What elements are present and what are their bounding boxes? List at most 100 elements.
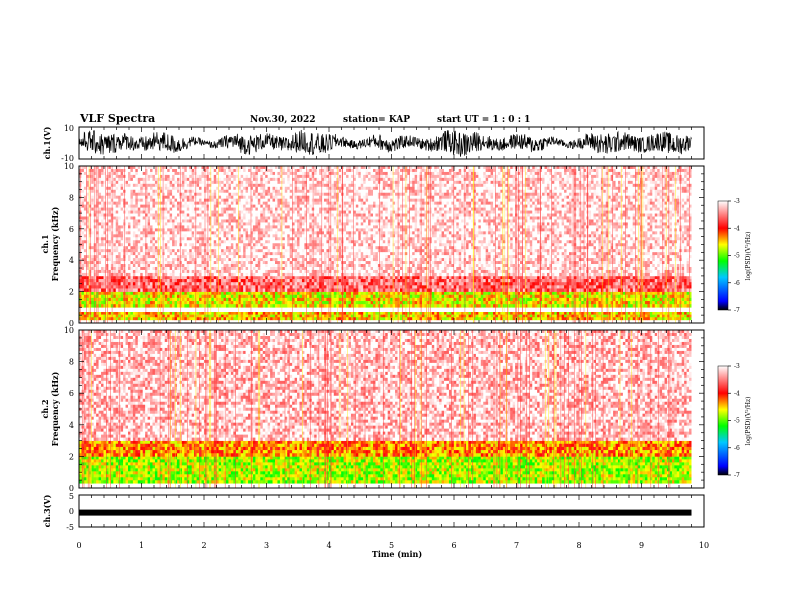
spectrogram-cell	[603, 304, 606, 307]
spectrogram-cell	[113, 279, 116, 282]
spectrogram-cell	[633, 317, 636, 320]
spectrogram-cell	[260, 285, 263, 288]
spectrogram-cell	[466, 304, 469, 307]
spectrogram-cell	[407, 317, 410, 320]
spectrogram-cell	[513, 312, 516, 315]
spectrogram-cell	[138, 196, 141, 199]
spectrogram-cell	[177, 261, 180, 264]
spectrogram-cell	[390, 282, 393, 285]
spectrogram-cell	[155, 181, 158, 184]
spectrogram-cell	[162, 199, 165, 202]
spectrogram-cell	[395, 317, 398, 320]
spectrogram-cell	[483, 304, 486, 307]
spectrogram-cell	[177, 190, 180, 193]
spectrogram-cell	[155, 264, 158, 267]
spectrogram-cell	[542, 279, 545, 282]
spectrogram-cell	[153, 187, 156, 190]
spectrogram-cell	[170, 246, 173, 249]
spectrogram-cell	[265, 298, 268, 301]
spectrogram-cell	[113, 169, 116, 172]
spectrogram-cell	[346, 301, 349, 304]
spectrogram-cell	[547, 295, 550, 298]
spectrogram-cell	[118, 222, 121, 225]
spectrogram-cell	[427, 301, 430, 304]
spectrogram-cell	[179, 246, 182, 249]
spectrogram-cell	[199, 301, 202, 304]
spectrogram-cell	[559, 282, 562, 285]
spectrogram-cell	[339, 282, 342, 285]
spectrogram-cell	[277, 282, 280, 285]
spectrogram-cell	[395, 315, 398, 318]
spectrogram-cell	[243, 295, 246, 298]
spectrogram-cell	[520, 304, 523, 307]
spectrogram-cell	[130, 199, 133, 202]
spectrogram-cell	[211, 282, 214, 285]
spectrogram-cell	[177, 295, 180, 298]
spectrogram-cell	[145, 228, 148, 231]
spectrogram-cell	[135, 276, 138, 279]
spectrogram-cell	[148, 312, 151, 315]
spectrogram-cell	[682, 298, 685, 301]
spectrogram-cell	[143, 175, 146, 178]
spectrogram-cell	[219, 304, 222, 307]
spectrogram-cell	[513, 279, 516, 282]
spectrogram-cell	[412, 301, 415, 304]
spectrogram-cell	[268, 298, 271, 301]
spectrogram-cell	[162, 261, 165, 264]
spectrogram-cell	[175, 196, 178, 199]
spectrogram-cell	[145, 282, 148, 285]
spectrogram-cell	[603, 276, 606, 279]
spectrogram-cell	[314, 285, 317, 288]
spectrogram-cell	[295, 285, 298, 288]
spectrogram-cell	[165, 228, 168, 231]
spectrogram-cell	[466, 301, 469, 304]
spectrogram-cell	[618, 292, 621, 295]
spectrogram-cell	[140, 216, 143, 219]
spectrogram-cell	[554, 315, 557, 318]
spectrogram-cell	[672, 301, 675, 304]
spectrogram-cell	[564, 279, 567, 282]
spectrogram-cell	[138, 267, 141, 270]
spectrogram-cell	[133, 178, 136, 181]
spectrogram-cell	[248, 282, 251, 285]
spectrogram-cell	[554, 317, 557, 320]
spectrogram-cell	[172, 231, 175, 234]
spectrogram-cell	[155, 208, 158, 211]
spectrogram-cell	[373, 315, 376, 318]
spectrogram-cell	[150, 222, 153, 225]
spectrogram-cell	[476, 301, 479, 304]
spectrogram-cell	[189, 317, 192, 320]
spectrogram-cell	[518, 301, 521, 304]
spectrogram-cell	[84, 237, 87, 240]
spectrogram-cell	[630, 292, 633, 295]
spectrogram-cell	[228, 285, 231, 288]
spectrogram-cell	[410, 317, 413, 320]
spectrogram-cell	[113, 187, 116, 190]
spectrogram-cell	[395, 301, 398, 304]
spectrogram-cell	[520, 288, 523, 291]
spectrogram-cell	[118, 219, 121, 222]
spectrogram-cell	[532, 288, 535, 291]
spectrogram-cell	[290, 304, 293, 307]
spectrogram-cell	[162, 208, 165, 211]
spectrogram-cell	[410, 282, 413, 285]
spectrogram-cell	[135, 261, 138, 264]
spectrogram-cell	[331, 304, 334, 307]
spectrogram-cell	[175, 190, 178, 193]
spectrogram-cell	[175, 228, 178, 231]
spectrogram-cell	[488, 295, 491, 298]
spectrogram-cell	[594, 315, 597, 318]
spectrogram-cell	[116, 261, 119, 264]
spectrogram-cell	[559, 315, 562, 318]
spectrogram-cell	[113, 225, 116, 228]
spectrogram-cell	[532, 298, 535, 301]
spectrogram-cell	[618, 279, 621, 282]
spectrogram-cell	[170, 181, 173, 184]
spectrogram-cell	[113, 273, 116, 276]
spectrogram-cell	[128, 219, 131, 222]
spectrogram-cell	[324, 304, 327, 307]
spectrogram-cell	[143, 214, 146, 217]
spectrogram-cell	[118, 243, 121, 246]
spectrogram-cell	[153, 205, 156, 208]
spectrogram-cell	[138, 178, 141, 181]
